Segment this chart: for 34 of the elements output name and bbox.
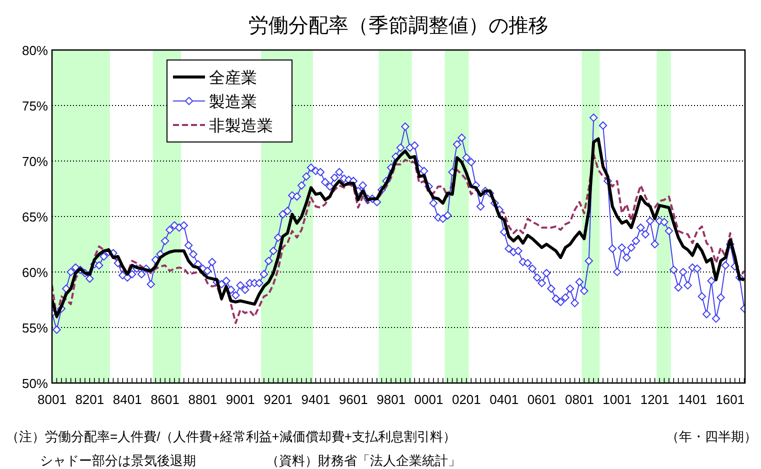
x-tick-label: 0601 — [527, 392, 556, 407]
x-tick-label: 1401 — [678, 392, 707, 407]
x-tick-label: 1201 — [640, 392, 670, 407]
y-tick-label: 50% — [22, 376, 48, 391]
x-tick-label: 9001 — [226, 392, 255, 407]
x-tick-label: 9601 — [338, 392, 368, 407]
x-tick-label: 8601 — [150, 392, 180, 407]
y-tick-label: 60% — [22, 265, 48, 280]
chart-title: 労働分配率（季節調整値）の推移 — [248, 15, 548, 37]
x-tick-label: 9801 — [376, 392, 406, 407]
x-tick-label: 8801 — [188, 392, 218, 407]
y-tick-label: 70% — [22, 154, 48, 169]
text: シャドー部分は景気後退期 — [40, 453, 196, 468]
x-tick-label: 8401 — [112, 392, 142, 407]
x-tick-label: 8201 — [75, 392, 104, 407]
y-tick-label: 75% — [22, 98, 48, 114]
x-tick-label: 0001 — [414, 392, 444, 407]
x-tick-label: 0801 — [565, 392, 594, 407]
x-tick-label: 9201 — [264, 392, 293, 407]
y-tick-label: 80% — [22, 43, 48, 58]
x-tick-label: 0401 — [490, 392, 519, 407]
x-tick-label: 0201 — [452, 392, 481, 407]
legend-label: 全産業 — [209, 69, 257, 87]
legend-label: 非製造業 — [209, 117, 273, 135]
x-tick-label: 8001 — [38, 392, 66, 407]
legend-label: 製造業 — [209, 93, 257, 111]
text: （注）労働分配率=人件費/（人件費+経常利益+減価償却費+支払利息割引料） — [6, 429, 456, 444]
x-axis-title: （年・四半期） — [666, 429, 757, 444]
x-tick-label: 1601 — [716, 392, 745, 407]
text: （資料）財務省「法人企業統計」 — [266, 453, 461, 468]
x-tick-label: 1001 — [602, 392, 632, 407]
y-tick-label: 55% — [22, 320, 48, 336]
y-tick-label: 65% — [22, 210, 48, 224]
x-tick-label: 9401 — [301, 392, 330, 407]
